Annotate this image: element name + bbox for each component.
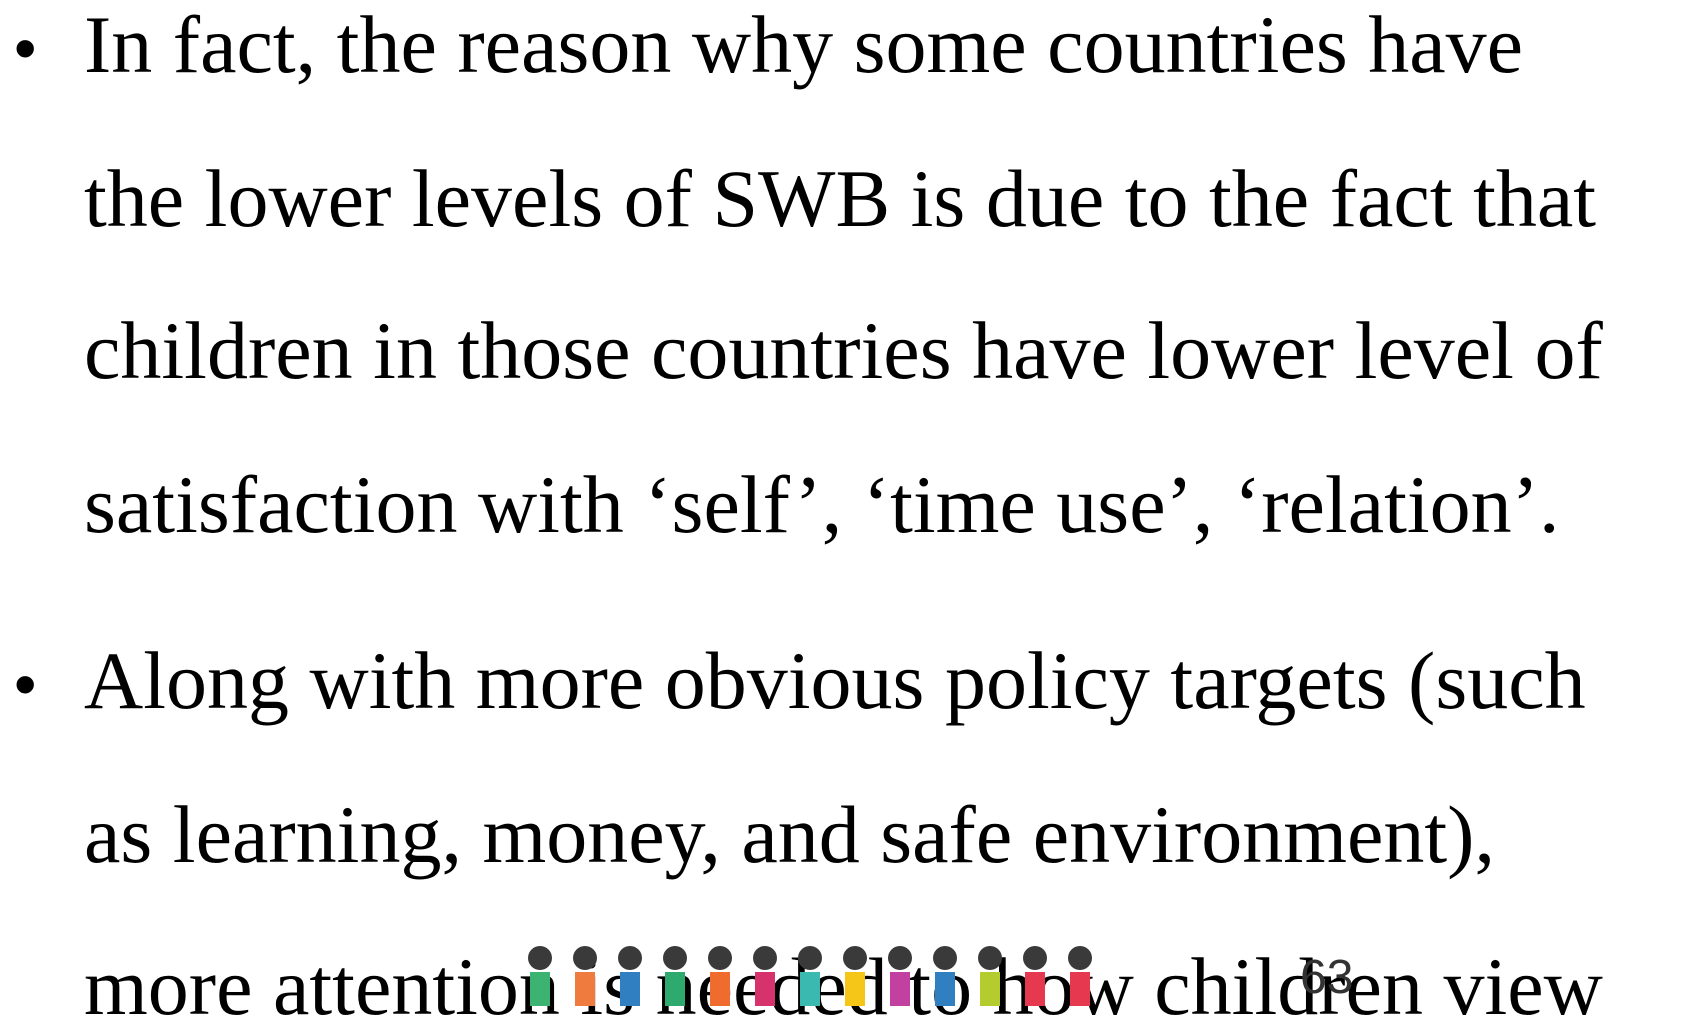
text-line: as learning, money, and safe environment… [84,794,1495,876]
children-illustration [520,940,1200,1026]
slide: {"bullets": [ {"lines": ["In fact, the r… [0,0,1686,1026]
page-number: 63 [1300,950,1353,1005]
text-line: satisfaction with ‘self’, ‘time use’, ‘r… [84,464,1559,546]
text-line: In fact, the reason why some countries h… [84,4,1523,86]
bullet: • [14,652,36,716]
bullet: • [14,16,36,80]
text-line: the lower levels of SWB is due to the fa… [84,158,1596,240]
text-line: children in those countries have lower l… [84,310,1603,392]
text-line: Along with more obvious policy targets (… [84,640,1586,722]
figures [528,946,1092,1006]
